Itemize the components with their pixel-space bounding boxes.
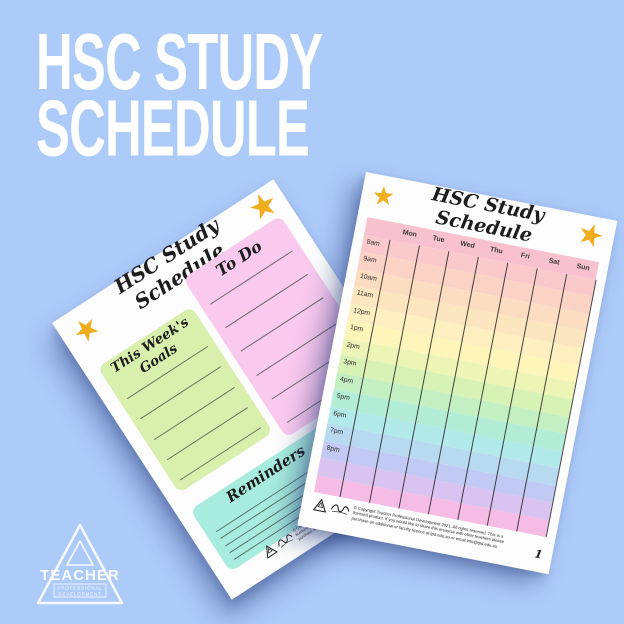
ruled-line [140,366,222,420]
ruled-line [225,274,309,329]
goals-sheet: ★ HSC Study Schedule ★ This Week's Goals… [52,179,454,600]
teacher-professional-development-logo: TEACHER PROFESSIONAL DEVELOPMENT [36,523,124,605]
hero-title-line2: SCHEDULE [36,85,310,174]
schedule-grid: Mon Tue Wed Thu Fri Sat Sun 8am 9am 10am 11am 12pm 1… [313,217,600,537]
happiness-scribble-logo-icon [330,504,350,515]
tpd-triangle-logo-icon [266,545,278,559]
happiness-scribble-logo-icon [278,534,294,548]
brand-sub-text1: PROFESSIONAL [57,586,102,591]
schedule-sheet: ★ HSC Study Schedule ★ Mon Tue Wed Thu Fri Sa… [297,172,618,575]
brand-sub-text2: DEVELOPMENT [58,592,102,597]
goals-sheet-footer: © Copyright Teacher Professional Develop… [261,441,439,567]
ruled-line [153,386,235,440]
brand-name-text: TEACHER [40,567,120,584]
ruled-line [256,321,339,376]
schedule-sheet-footer: © Copyright Teacher Professional Develop… [310,497,545,567]
tpd-triangle-logo-icon [312,498,327,513]
star-icon: ★ [371,180,396,212]
hero-title-line1: HSC STUDY [36,18,323,107]
hero-title: HSC STUDY SCHEDULE [36,18,323,174]
ruled-line [166,406,248,461]
page-number: 1 [533,546,544,562]
ruled-line [240,297,324,352]
